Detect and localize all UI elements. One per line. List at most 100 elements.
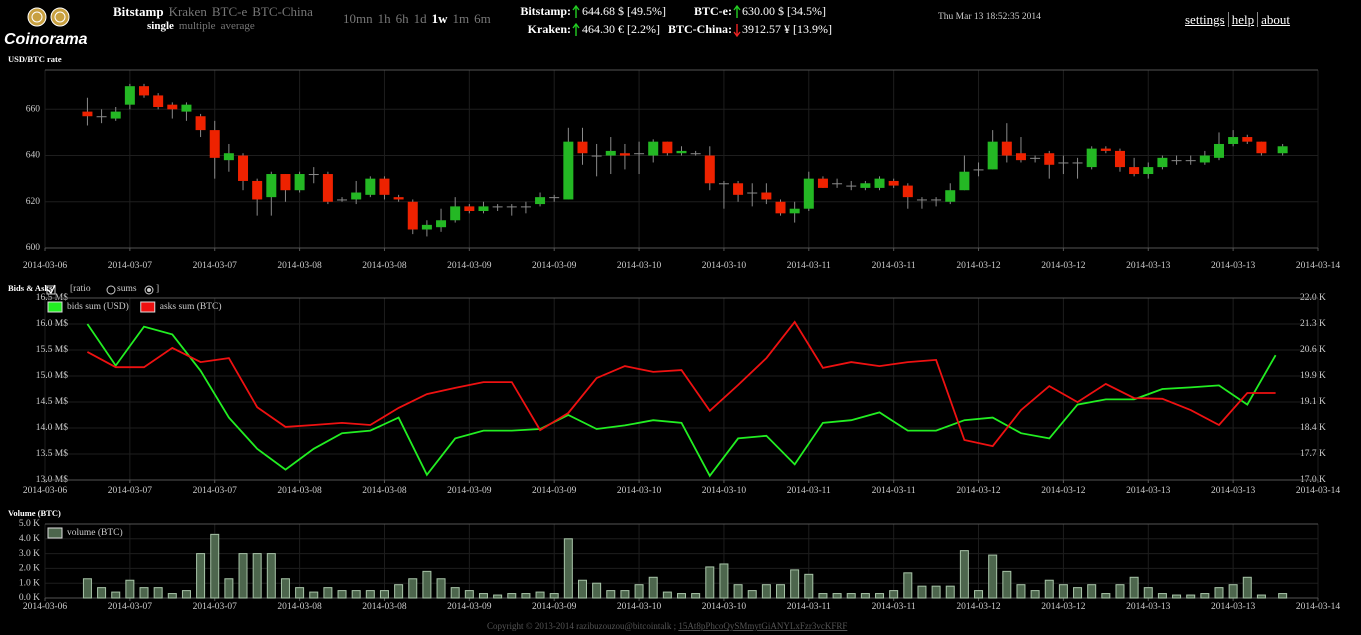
candle-body [1228, 137, 1239, 144]
exchange[interactable]: Bitstamp [113, 4, 164, 19]
logo-coins [27, 7, 70, 27]
y-tick-label: 620 [26, 197, 41, 207]
x-tick-label: 2014-03-08 [362, 602, 407, 612]
arrow-up [733, 5, 741, 18]
bar [337, 590, 347, 599]
legend-label: bids sum (USD) [67, 301, 129, 312]
exchange[interactable]: Kraken [168, 4, 207, 19]
x-tick-label: 2014-03-08 [362, 261, 407, 271]
x-tick-label: 2014-03-09 [447, 602, 492, 612]
radio[interactable] [106, 285, 116, 295]
period[interactable]: 6m [474, 11, 491, 26]
candle-body [1030, 157, 1041, 159]
x-tick-label: 2014-03-12 [1041, 261, 1086, 271]
bar [846, 593, 856, 599]
legend-label: volume (BTC) [67, 527, 123, 538]
radio[interactable] [144, 285, 154, 295]
bar [776, 584, 786, 599]
exchanges: Bitstamp Kraken BTC-e BTC-China [113, 4, 318, 20]
bar [210, 533, 220, 599]
bar [436, 578, 446, 599]
x-tick-label: 2014-03-13 [1126, 486, 1171, 496]
bar [959, 550, 969, 599]
candle-body [563, 141, 574, 200]
bar [1242, 576, 1252, 599]
x-tick-label: 2014-03-07 [193, 486, 238, 496]
period[interactable]: 1w [431, 11, 448, 26]
bar [521, 593, 531, 599]
mode[interactable]: single [147, 20, 174, 32]
candle-body [266, 174, 277, 198]
candle-body [619, 153, 630, 156]
x-tick-label: 2014-03-06 [23, 261, 68, 271]
x-tick-label: 2014-03-06 [23, 602, 68, 612]
arrow-up [572, 5, 580, 18]
candle-body [351, 192, 362, 200]
period[interactable]: 1m [452, 11, 470, 26]
x-tick-label: 2014-03-09 [447, 486, 492, 496]
link[interactable]: settings [1185, 12, 1225, 27]
x-tick-label: 2014-03-07 [193, 602, 238, 612]
y-tick-label: 15.0 M$ [36, 370, 68, 381]
candle-body [973, 169, 984, 171]
candle-body [634, 153, 645, 155]
period[interactable]: 10mn [343, 11, 373, 26]
mode[interactable]: multiple [178, 20, 216, 32]
y2-tick-label: 19.9 K [1300, 371, 1326, 381]
periods: 10mn 1h 6h 1d 1w 1m 6m [343, 11, 496, 27]
bar [1228, 584, 1238, 599]
candle-body [252, 180, 263, 200]
exchange[interactable]: BTC-e [211, 4, 248, 19]
candle-body [421, 224, 432, 230]
bar [139, 587, 149, 599]
bar [733, 584, 743, 599]
period[interactable]: 1h [377, 11, 391, 26]
y-tick-label: 14.5 M$ [36, 396, 68, 407]
y-tick-label: 1.0 K [19, 578, 40, 588]
bar [535, 591, 545, 599]
bar [224, 578, 234, 599]
candle-body [888, 180, 899, 186]
link[interactable]: help [1227, 12, 1258, 27]
period[interactable]: 1d [413, 11, 427, 26]
link[interactable]: about [1257, 12, 1294, 27]
bar [1214, 587, 1224, 599]
bar [97, 587, 107, 599]
y2-tick-label: 19.1 K [1300, 397, 1326, 407]
bar [1186, 594, 1196, 599]
x-tick-label: 2014-03-11 [872, 602, 916, 612]
candle-body [803, 178, 814, 209]
candle-body [945, 190, 956, 202]
exchange[interactable]: BTC-China [252, 4, 313, 19]
candle-body [676, 150, 687, 154]
candle-body [1277, 146, 1288, 154]
bar [1073, 587, 1083, 599]
bar [365, 590, 375, 599]
series-line [86, 323, 1277, 478]
y2-tick-label: 18.4 K [1300, 423, 1326, 433]
y-tick-label: 16.0 M$ [36, 318, 68, 329]
donation-address[interactable]: 15At8pPhcoQySMmytGiANYLxFzr3vcKFRF [678, 621, 848, 631]
candle-body [591, 155, 602, 157]
candle-body [153, 95, 164, 107]
bar [422, 570, 432, 599]
candle-body [1199, 155, 1210, 163]
legend-swatch [140, 301, 156, 313]
ticker-name: Bitstamp: [520, 4, 571, 18]
x-tick-label: 2014-03-13 [1211, 602, 1256, 612]
logo[interactable]: Coinorama [4, 2, 88, 49]
checkbox[interactable] [46, 285, 56, 295]
candle-body [605, 150, 616, 156]
bar [295, 587, 305, 599]
bar [606, 590, 616, 599]
candle-body [690, 153, 701, 155]
x-tick-label: 2014-03-10 [617, 261, 662, 271]
period[interactable]: 6h [395, 11, 409, 26]
y-tick-label: 4.0 K [19, 534, 40, 544]
candle-body [846, 185, 857, 187]
bar [238, 553, 248, 599]
bar [1044, 579, 1054, 599]
candle-body [1015, 153, 1026, 161]
bar [1157, 593, 1167, 599]
mode[interactable]: average [220, 20, 255, 32]
